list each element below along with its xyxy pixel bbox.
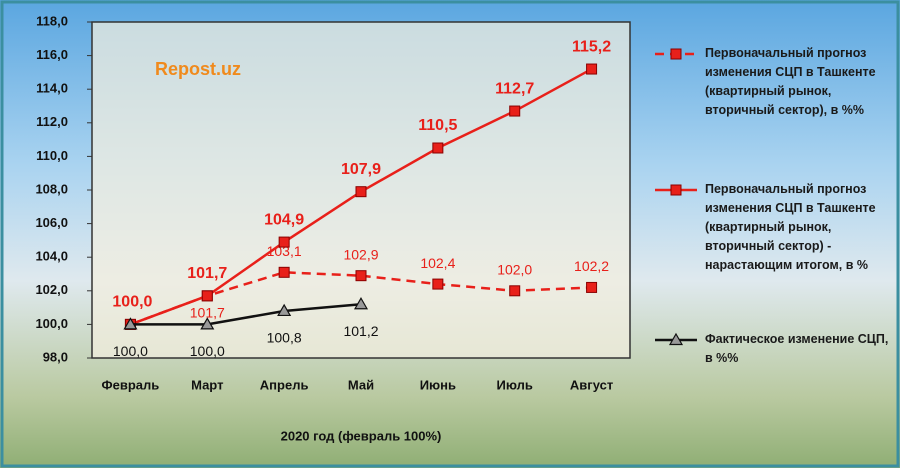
marker <box>201 290 213 302</box>
x-tick-label: Июнь <box>420 377 456 392</box>
marker <box>586 63 598 75</box>
x-tick-label: Февраль <box>102 377 160 392</box>
marker <box>277 303 292 317</box>
x-tick-label: Июль <box>497 377 533 392</box>
x-tick-label: Апрель <box>260 377 309 392</box>
data-label: 102,2 <box>574 258 609 274</box>
marker <box>355 186 367 198</box>
data-label: 101,2 <box>343 323 378 339</box>
y-tick-label: 108,0 <box>35 181 68 196</box>
y-tick-label: 118,0 <box>36 13 68 28</box>
data-label: 102,9 <box>343 246 378 262</box>
watermark: Repost.uz <box>155 59 241 79</box>
marker <box>509 285 521 297</box>
y-tick-label: 116,0 <box>36 47 68 62</box>
y-tick-label: 104,0 <box>35 249 68 264</box>
data-label: 101,7 <box>190 305 225 321</box>
x-tick-label: Март <box>191 377 223 392</box>
data-label: 112,7 <box>495 80 534 97</box>
legend-label: Первоначальный прогноз изменения СЦП в Т… <box>705 182 876 272</box>
marker <box>200 317 215 330</box>
y-tick-label: 114,0 <box>36 81 68 96</box>
data-label: 110,5 <box>418 117 457 134</box>
data-label: 100,0 <box>113 343 148 359</box>
y-tick-label: 110,0 <box>36 148 68 163</box>
marker <box>353 297 369 310</box>
marker <box>509 105 521 117</box>
data-label: 100,8 <box>267 330 302 346</box>
data-label: 100,0 <box>190 343 225 359</box>
legend-marker <box>670 48 682 60</box>
y-tick-label: 102,0 <box>35 282 68 297</box>
series-line <box>130 302 362 326</box>
marker <box>432 278 444 290</box>
marker <box>278 236 290 248</box>
legend-label: Первоначальный прогноз изменения СЦП в Т… <box>705 46 876 117</box>
data-label: 115,2 <box>572 38 611 55</box>
marker <box>123 317 138 330</box>
data-label: 107,9 <box>341 161 381 178</box>
marker <box>586 281 598 293</box>
data-label: 100,0 <box>112 294 152 311</box>
y-tick-label: 100,0 <box>35 316 68 331</box>
y-tick-label: 112,0 <box>36 114 68 129</box>
x-tick-label: Август <box>570 377 613 392</box>
data-label: 101,7 <box>187 265 227 282</box>
marker <box>278 266 290 278</box>
marker <box>355 270 367 282</box>
y-tick-label: 98,0 <box>43 349 68 364</box>
x-tick-label: Май <box>348 377 374 392</box>
x-axis-label: 2020 год (февраль 100%) <box>281 428 442 443</box>
legend-marker <box>670 184 682 196</box>
legend-marker <box>668 332 684 346</box>
data-label: 102,0 <box>497 262 532 278</box>
y-tick-label: 106,0 <box>35 215 68 230</box>
legend-label: Фактическое изменение СЦП, в %% <box>705 332 889 365</box>
data-label: 102,4 <box>420 255 455 271</box>
marker <box>432 142 444 154</box>
data-label: 104,9 <box>264 211 304 228</box>
